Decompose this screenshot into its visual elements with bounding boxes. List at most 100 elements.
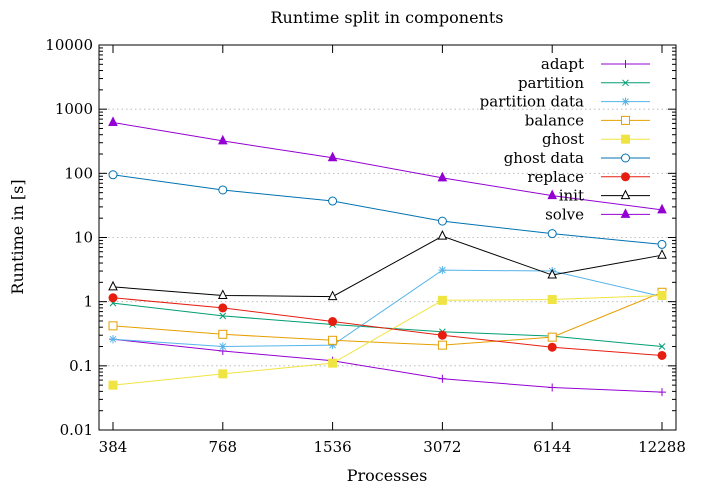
- data-point: [657, 249, 667, 259]
- data-point: [108, 280, 118, 291]
- data-point: [328, 335, 338, 345]
- series-line: [112, 121, 663, 211]
- data-point: [622, 79, 629, 87]
- series-line: [112, 297, 663, 356]
- data-point: [108, 293, 118, 303]
- data-point: [621, 115, 630, 125]
- data-point: [437, 230, 448, 240]
- data-point: [109, 335, 117, 344]
- series-ghost: [108, 290, 667, 390]
- x-tick-label: 1536: [314, 438, 352, 456]
- y-tick-label: 1000: [55, 100, 93, 118]
- series-line: [112, 235, 663, 298]
- x-axis-label: Processes: [347, 466, 428, 485]
- series-ghost-data: [108, 170, 667, 249]
- data-point: [548, 383, 557, 392]
- data-point: [621, 60, 630, 68]
- data-point: [218, 369, 228, 379]
- y-tick-label: 1: [83, 293, 93, 311]
- data-point: [327, 151, 338, 162]
- data-point: [658, 343, 666, 350]
- series-init: [108, 230, 667, 301]
- data-point: [547, 295, 557, 305]
- data-point: [547, 189, 558, 200]
- data-point: [621, 134, 630, 144]
- legend-label: replace: [527, 168, 584, 186]
- series-balance: [108, 287, 667, 350]
- y-axis-label: Runtime in [s]: [8, 179, 27, 294]
- x-tick-label: 768: [208, 438, 237, 456]
- legend-label: ghost: [542, 130, 584, 148]
- data-point: [219, 312, 227, 320]
- data-point: [328, 317, 338, 327]
- data-point: [547, 268, 558, 279]
- series-solve: [108, 116, 667, 214]
- data-point: [437, 340, 447, 350]
- gridlines: [99, 108, 676, 367]
- data-point: [108, 116, 118, 126]
- series-line: [112, 294, 663, 386]
- data-point: [547, 342, 557, 352]
- data-point: [328, 341, 337, 350]
- data-point: [437, 330, 447, 340]
- legend-label: partition data: [480, 93, 584, 111]
- x-tick-label: 12288: [638, 438, 686, 456]
- y-tick-label: 10: [74, 229, 93, 247]
- series-line: [112, 302, 663, 348]
- data-point: [657, 350, 667, 360]
- legend-label: partition: [518, 74, 584, 92]
- data-point: [437, 171, 448, 182]
- data-point: [328, 196, 338, 206]
- data-point: [327, 290, 338, 301]
- data-point: [108, 170, 118, 180]
- data-point: [657, 290, 667, 300]
- legend-entry: partition data: [480, 93, 650, 111]
- legend-entry: partition: [518, 74, 650, 92]
- axis-ticks: 0.01 0.1 1 10 100 1000 10000 384 768 1536 3072 6144…: [45, 36, 686, 456]
- series-line: [112, 269, 663, 348]
- x-tick-label: 3072: [423, 438, 461, 456]
- legend-entry: ghost data: [504, 149, 650, 167]
- data-point: [657, 239, 667, 249]
- legend-label: adapt: [541, 55, 584, 73]
- data-point: [438, 266, 447, 275]
- data-point: [108, 321, 118, 331]
- data-point: [620, 208, 631, 218]
- y-tick-label: 100: [64, 164, 93, 182]
- x-tick-label: 384: [99, 438, 128, 456]
- data-point: [620, 189, 631, 200]
- data-point: [621, 153, 630, 163]
- data-point: [438, 374, 447, 383]
- legend-entry: solve: [545, 205, 650, 223]
- data-point: [217, 134, 228, 145]
- legend-entry: replace: [527, 168, 650, 186]
- chart-title: Runtime split in components: [271, 8, 504, 27]
- legend-entry: adapt: [541, 55, 650, 73]
- y-tick-label: 10000: [45, 36, 93, 54]
- series-line: [112, 338, 663, 393]
- legend-entry: balance: [525, 111, 650, 129]
- data-point: [218, 342, 227, 351]
- data-point: [218, 185, 228, 195]
- series-partition-data: [109, 266, 666, 351]
- x-tick-label: 6144: [533, 438, 571, 456]
- data-point: [658, 388, 666, 397]
- series-line: [112, 291, 663, 346]
- series-replace: [108, 293, 667, 360]
- data-point: [621, 172, 630, 182]
- y-tick-label: 0.01: [60, 421, 93, 439]
- data-point: [218, 329, 228, 339]
- legend-entry: ghost: [542, 130, 650, 148]
- data-point: [437, 216, 447, 226]
- data-point: [621, 97, 630, 106]
- data-point: [217, 289, 228, 299]
- data-point: [657, 203, 667, 214]
- legend-label: balance: [525, 111, 584, 129]
- legend-label: solve: [545, 205, 584, 223]
- series-adapt: [109, 335, 666, 397]
- legend-entry: init: [559, 187, 650, 205]
- series-layer: [108, 116, 667, 397]
- data-point: [328, 358, 338, 368]
